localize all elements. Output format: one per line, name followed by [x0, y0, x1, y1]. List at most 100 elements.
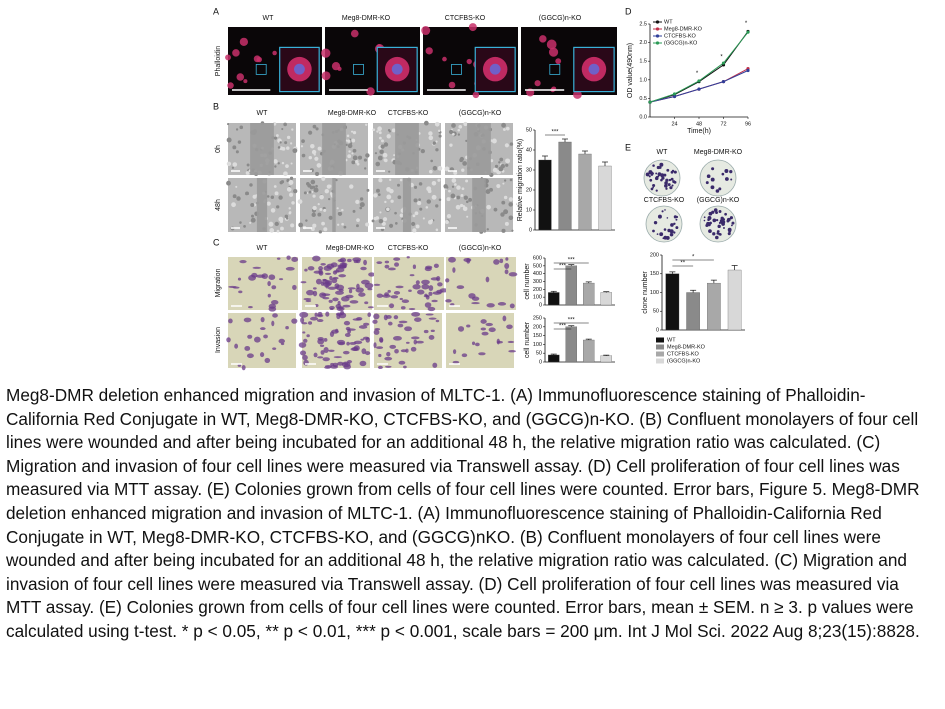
cell [377, 126, 382, 132]
cell [511, 229, 514, 232]
colony [708, 229, 712, 233]
cell [493, 259, 500, 265]
cell [239, 260, 247, 264]
cell [555, 58, 562, 65]
significance-label: *** [551, 130, 559, 136]
cell [319, 292, 327, 298]
cell [481, 331, 489, 336]
cell [276, 257, 281, 260]
legend-swatch [656, 358, 664, 364]
cell [413, 339, 417, 345]
cell [486, 204, 491, 210]
cell [508, 350, 516, 353]
colony [659, 162, 664, 167]
column-label: Meg8-DMR-KO [328, 110, 377, 117]
cell [226, 161, 232, 166]
cell [376, 293, 384, 298]
cell [373, 313, 380, 320]
cell [360, 338, 365, 341]
cell [425, 206, 429, 209]
column-label: (GGCG)n-KO [459, 110, 502, 117]
cell [458, 124, 463, 129]
cell [380, 144, 385, 149]
cell [312, 290, 318, 297]
colony [665, 178, 669, 182]
cell [286, 187, 292, 192]
cell [311, 149, 317, 155]
micrograph [226, 121, 298, 177]
cell [461, 168, 465, 172]
legend-swatch [656, 351, 664, 357]
cell [292, 148, 298, 154]
micrograph [228, 255, 299, 312]
cell [462, 161, 467, 166]
cell [285, 326, 289, 330]
cell [328, 349, 335, 352]
row-label: Phalloidin [215, 46, 222, 76]
cell [466, 324, 471, 328]
cell [411, 336, 420, 340]
cell [380, 139, 384, 143]
cell [463, 195, 468, 200]
cell [315, 184, 318, 188]
cell [421, 26, 431, 36]
micrograph [372, 120, 443, 175]
cell [448, 189, 451, 193]
cell [290, 142, 293, 145]
cell [367, 306, 374, 309]
y-tick-label: 1.0 [639, 77, 647, 83]
cell [506, 324, 513, 330]
cell [312, 223, 317, 228]
column-label: Meg8-DMR-KO [326, 245, 375, 252]
cell [301, 139, 305, 143]
cell [346, 134, 350, 138]
cell [434, 121, 440, 127]
colony [717, 224, 721, 229]
cell [432, 291, 442, 295]
cell [430, 329, 435, 332]
cell [237, 364, 242, 367]
cell [494, 164, 499, 169]
cell [350, 142, 353, 145]
colony [729, 170, 733, 174]
significance-label: *** [559, 324, 567, 330]
cell [378, 353, 382, 358]
cell [315, 278, 322, 285]
cell [291, 318, 298, 324]
legend-label: Meg8-DMR-KO [664, 26, 703, 32]
cell [278, 195, 283, 200]
y-tick-label: 2.0 [639, 40, 647, 46]
cell [401, 299, 410, 304]
cell [329, 305, 335, 310]
colony [712, 218, 717, 223]
cell [423, 120, 429, 126]
cell [317, 212, 322, 217]
colony [730, 178, 733, 181]
cell [359, 206, 363, 210]
cell [465, 179, 469, 183]
cell [366, 188, 370, 192]
cell [505, 257, 509, 261]
cell [346, 328, 356, 331]
cell [394, 348, 399, 354]
cell [386, 207, 390, 212]
cell [432, 141, 436, 145]
colony [715, 211, 718, 215]
wound-gap [472, 178, 486, 232]
y-axis-label: cell number [524, 263, 531, 300]
cell [323, 227, 328, 232]
cell [450, 303, 455, 306]
cell [299, 350, 307, 356]
cell [238, 290, 243, 294]
colony [662, 237, 665, 240]
cell [324, 189, 330, 194]
column-label: Meg8-DMR-KO [342, 15, 391, 22]
y-tick-label: 200 [533, 324, 542, 330]
cell [463, 121, 468, 127]
cell [313, 352, 318, 358]
cell [379, 149, 384, 154]
cell [317, 336, 324, 341]
cell [232, 49, 240, 57]
cell [539, 35, 547, 43]
cell [337, 66, 342, 71]
